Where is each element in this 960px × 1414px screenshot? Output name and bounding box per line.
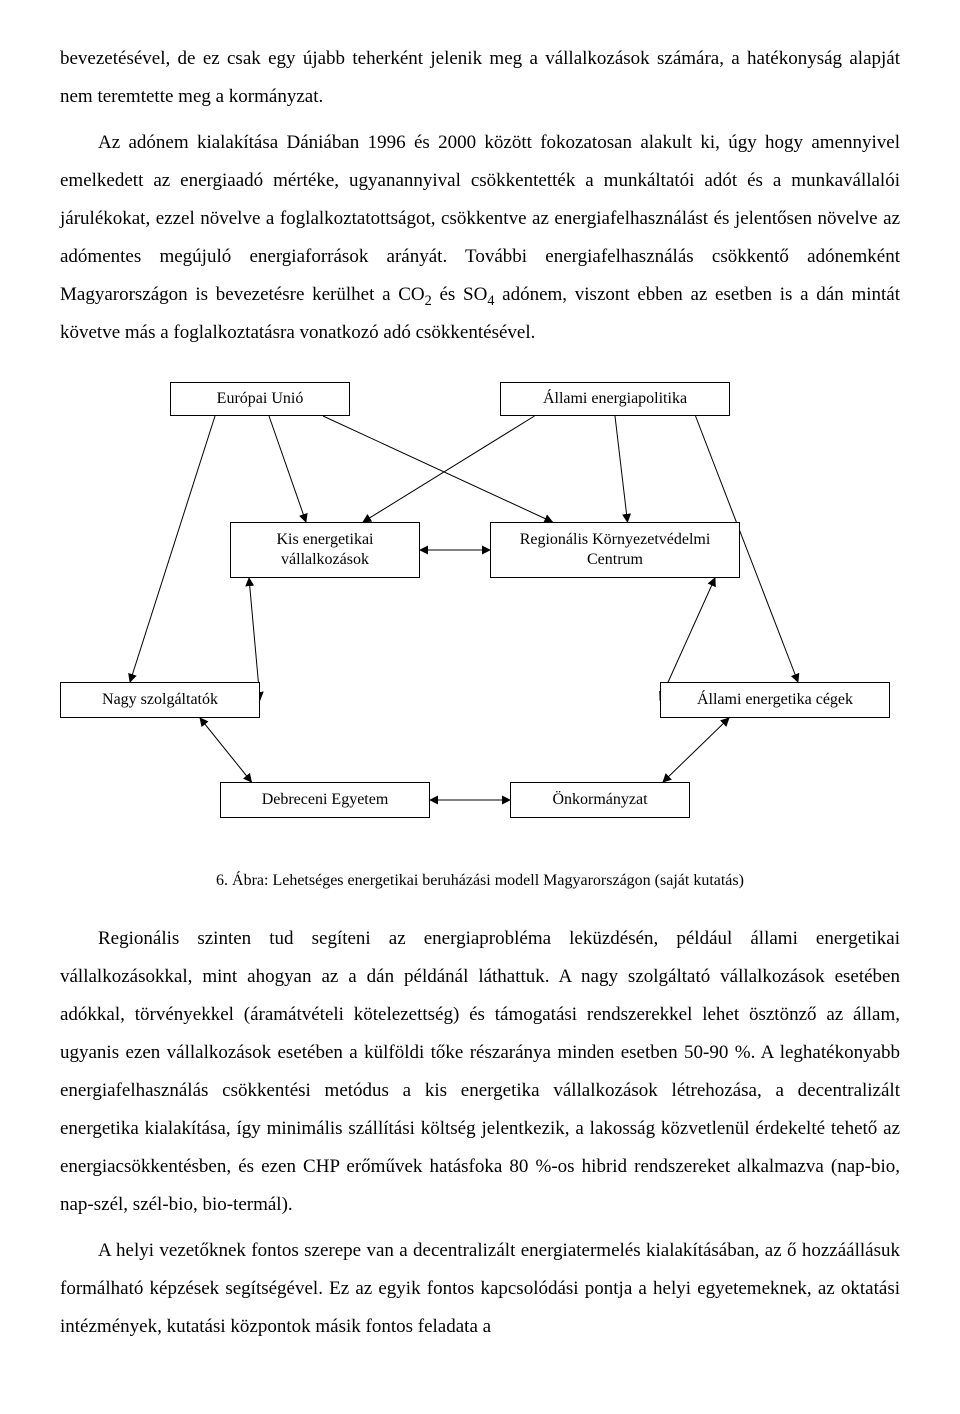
- diagram-edges: [60, 382, 900, 862]
- figure-caption: 6. Ábra: Lehetséges energetikai beruházá…: [60, 872, 900, 890]
- diagram-node-cegek: Állami energetika cégek: [660, 682, 890, 718]
- diagram-node-allami: Állami energiapolitika: [500, 382, 730, 416]
- diagram-node-debr: Debreceni Egyetem: [220, 782, 430, 818]
- p2-part-b: és SO: [432, 284, 488, 305]
- p2-part-a: Az adónem kialakítása Dániában 1996 és 2…: [60, 132, 900, 305]
- p2-sub-1: 2: [425, 293, 432, 309]
- diagram-node-onk: Önkormányzat: [510, 782, 690, 818]
- paragraph-1: bevezetésével, de ez csak egy újabb tehe…: [60, 40, 900, 116]
- page-root: bevezetésével, de ez csak egy újabb tehe…: [0, 0, 960, 1414]
- paragraph-3: Regionális szinten tud segíteni az energ…: [60, 920, 900, 1224]
- energy-model-diagram: Európai Unió Állami energiapolitika Kis en…: [60, 382, 900, 862]
- paragraph-2: Az adónem kialakítása Dániában 1996 és 2…: [60, 124, 900, 352]
- diagram-node-nagy: Nagy szolgáltatók: [60, 682, 260, 718]
- diagram-node-kis: Kis energetikaivállalkozások: [230, 522, 420, 578]
- diagram-node-eu: Európai Unió: [170, 382, 350, 416]
- diagram-node-reg: Regionális KörnyezetvédelmiCentrum: [490, 522, 740, 578]
- paragraph-4: A helyi vezetőknek fontos szerepe van a …: [60, 1232, 900, 1346]
